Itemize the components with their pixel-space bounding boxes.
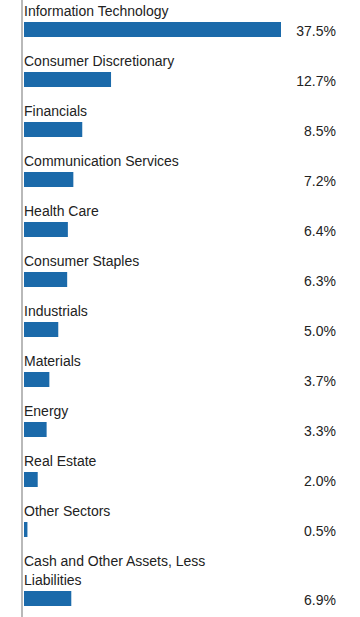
data-label: 6.4% bbox=[304, 223, 336, 239]
category-labels: Information Technology Consumer Discretio… bbox=[24, 3, 205, 588]
data-label: 6.3% bbox=[304, 273, 336, 289]
data-label: 12.7% bbox=[296, 73, 336, 89]
category-label: Information Technology bbox=[24, 3, 169, 19]
category-label: Health Care bbox=[24, 203, 99, 219]
bar bbox=[24, 522, 27, 537]
category-label: Communication Services bbox=[24, 153, 179, 169]
bar bbox=[24, 222, 68, 237]
bar bbox=[24, 422, 47, 437]
category-label: Other Sectors bbox=[24, 503, 110, 519]
category-label: Real Estate bbox=[24, 453, 97, 469]
bar bbox=[24, 22, 281, 37]
category-label: Industrials bbox=[24, 303, 88, 319]
y-axis-line bbox=[21, 0, 22, 617]
data-label: 5.0% bbox=[304, 323, 336, 339]
data-label: 0.5% bbox=[304, 523, 336, 539]
bar bbox=[24, 72, 111, 87]
chart: Information Technology Consumer Discretio… bbox=[0, 0, 360, 617]
category-label: Energy bbox=[24, 403, 68, 419]
bar bbox=[24, 322, 58, 337]
data-label: 8.5% bbox=[304, 123, 336, 139]
bar bbox=[24, 591, 71, 606]
data-labels: 37.5% 12.7% 8.5% 7.2% 6.4% 6.3% 5.0% 3.7% 3.3% 2.… bbox=[296, 23, 336, 608]
data-label: 3.3% bbox=[304, 423, 336, 439]
data-label: 7.2% bbox=[304, 173, 336, 189]
category-label: Materials bbox=[24, 353, 81, 369]
data-label: 3.7% bbox=[304, 373, 336, 389]
bar bbox=[24, 122, 82, 137]
data-label: 37.5% bbox=[296, 23, 336, 39]
bar bbox=[24, 172, 73, 187]
category-label: Financials bbox=[24, 103, 87, 119]
category-label: Cash and Other Assets, LessLiabilities bbox=[24, 553, 205, 588]
bar bbox=[24, 272, 67, 287]
category-label: Consumer Discretionary bbox=[24, 53, 174, 69]
data-label: 2.0% bbox=[304, 473, 336, 489]
data-label: 6.9% bbox=[304, 592, 336, 608]
bar bbox=[24, 372, 49, 387]
category-label: Consumer Staples bbox=[24, 253, 139, 269]
bar bbox=[24, 472, 38, 487]
bars bbox=[24, 22, 281, 606]
